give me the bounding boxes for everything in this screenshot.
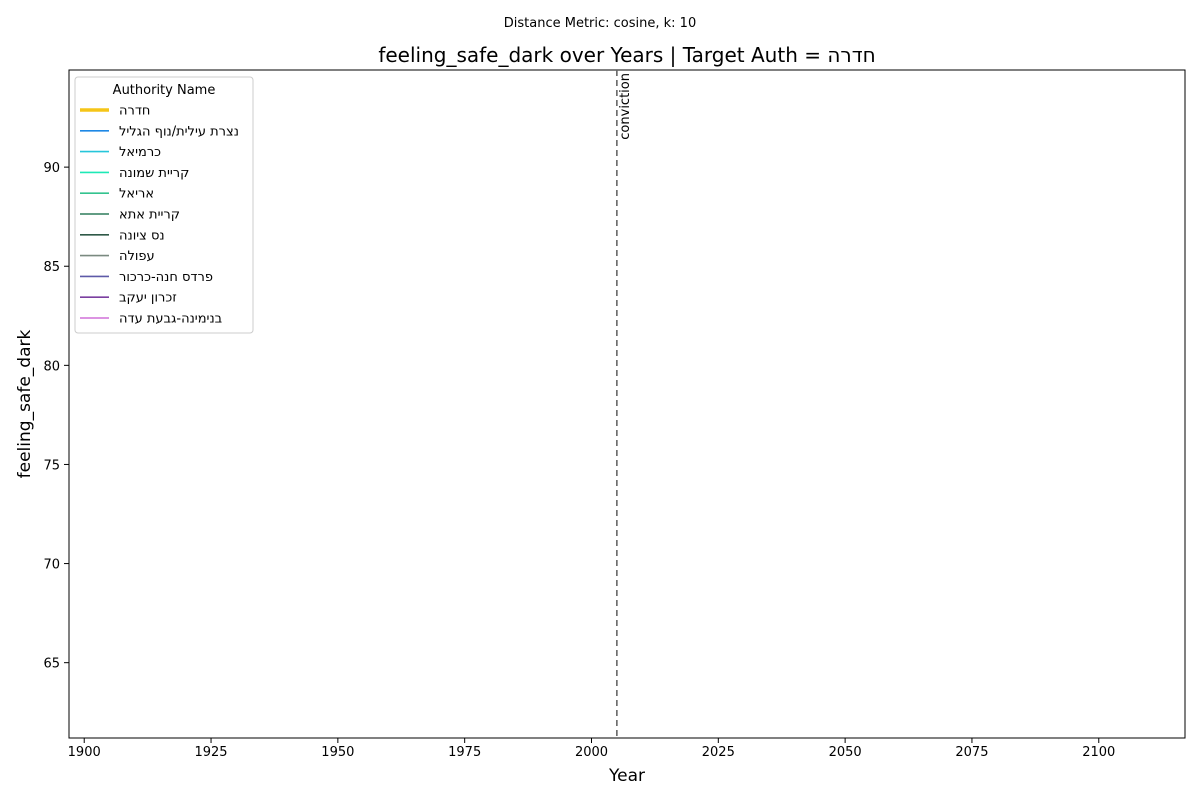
y-tick-label: 70	[43, 558, 60, 573]
legend-entry-label: נצרת עילית/נוף הגליל	[119, 124, 239, 139]
legend-title: Authority Name	[113, 83, 216, 98]
y-tick-label: 65	[43, 657, 60, 672]
x-tick-label: 2000	[575, 745, 608, 760]
legend-entry-label: כרמיאל	[119, 145, 161, 160]
x-tick-label: 1950	[321, 745, 354, 760]
legend: Authority Name חדרה נצרת עילית/נוף הגליל כ…	[74, 76, 254, 334]
x-tick-label: 1925	[194, 745, 227, 760]
legend-entry-label: קריית אתא	[119, 208, 180, 223]
legend-entry-label: עפולה	[119, 249, 155, 264]
legend-entry-label: קריית שמונה	[119, 166, 189, 181]
legend-entry-label: חדרה	[119, 104, 150, 119]
x-tick-label: 1975	[448, 745, 481, 760]
legend-entry-label: נס ציונה	[119, 228, 165, 243]
legend-entry-label: זכרון יעקב	[119, 291, 177, 306]
y-tick-label: 90	[43, 161, 60, 176]
x-tick-label: 2100	[1082, 745, 1115, 760]
x-tick-label: 2075	[955, 745, 988, 760]
x-axis-label: Year	[608, 766, 645, 786]
chart-suptitle: Distance Metric: cosine, k: 10	[504, 16, 696, 31]
legend-items: חדרה נצרת עילית/נוף הגליל כרמיאל קריית שמונ…	[80, 104, 239, 327]
y-tick-label: 80	[43, 359, 60, 374]
legend-entry-label: פרדס חנה-כרכור	[119, 270, 213, 285]
legend-entry-label: בנימינה-גבעת עדה	[119, 312, 222, 327]
y-axis-label: feeling_safe_dark	[15, 330, 35, 479]
vline-layer: conviction	[616, 70, 633, 738]
legend-entry-label: אריאל	[119, 187, 154, 202]
x-tick-label: 2025	[702, 745, 735, 760]
conviction-label: conviction	[618, 73, 633, 140]
y-tick-label: 85	[43, 260, 60, 275]
y-axis-ticks: 65 70 75 80 85 90	[43, 161, 69, 672]
y-tick-label: 75	[43, 458, 60, 473]
legend-box	[74, 76, 254, 334]
x-tick-label: 2050	[829, 745, 862, 760]
chart-title: feeling_safe_dark over Years | Target Au…	[378, 43, 875, 67]
x-axis-ticks: 1900 1925 1950 1975 2000 2025 2050 2075 2100	[68, 738, 1115, 760]
plot-area: conviction 1900 1925 1950 1975 2000 2025 2050 2…	[43, 69, 1186, 760]
axes-frame	[68, 69, 1186, 739]
x-tick-label: 1900	[68, 745, 101, 760]
